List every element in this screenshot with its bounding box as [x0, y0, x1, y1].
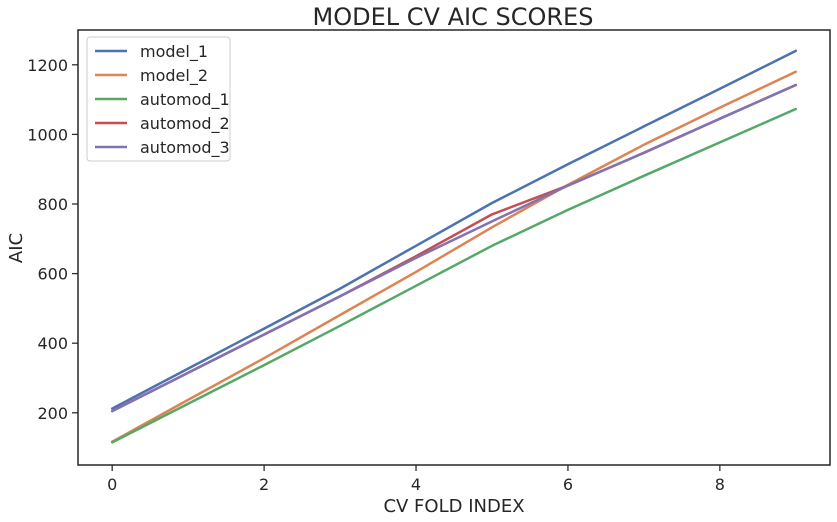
x-tick-label: 0	[107, 475, 117, 494]
x-tick-label: 8	[715, 475, 725, 494]
x-axis-label: CV FOLD INDEX	[383, 496, 524, 517]
series-line-model_2	[110, 70, 798, 443]
series-line-automod_3	[110, 83, 798, 413]
legend-label-automod_3: automod_3	[140, 138, 230, 158]
x-tick-label: 4	[411, 475, 421, 494]
plot-area: 0 2 4 6 8 200 400 600 800 1000 1200	[27, 29, 831, 494]
legend-label-model_2: model_2	[140, 66, 208, 86]
y-tick-label: 200	[37, 404, 68, 423]
x-axis-ticks: 0 2 4 6 8	[107, 465, 725, 494]
y-axis-label: AIC	[6, 233, 27, 263]
plot-frame	[77, 29, 831, 466]
legend-label-model_1: model_1	[140, 42, 208, 62]
y-axis-ticks: 200 400 600 800 1000 1200	[27, 56, 78, 423]
legend-items: model_1 model_2 automod_1 automod_2 automod_…	[95, 42, 230, 158]
y-tick-label: 600	[37, 265, 68, 284]
legend-frame	[86, 36, 231, 162]
chart-title: MODEL CV AIC SCORES	[313, 3, 594, 31]
y-tick-label: 400	[37, 334, 68, 353]
x-tick-label: 6	[563, 475, 573, 494]
y-tick-label: 1200	[27, 56, 68, 75]
legend-label-automod_1: automod_1	[140, 90, 230, 110]
y-tick-label: 1000	[27, 125, 68, 144]
series-layer	[110, 49, 798, 444]
series-line-model_1	[110, 49, 798, 410]
series-line-automod_1	[110, 107, 798, 444]
y-tick-label: 800	[37, 195, 68, 214]
x-tick-label: 2	[259, 475, 269, 494]
legend: model_1 model_2 automod_1 automod_2 automod_…	[86, 36, 231, 162]
legend-label-automod_2: automod_2	[140, 114, 230, 134]
